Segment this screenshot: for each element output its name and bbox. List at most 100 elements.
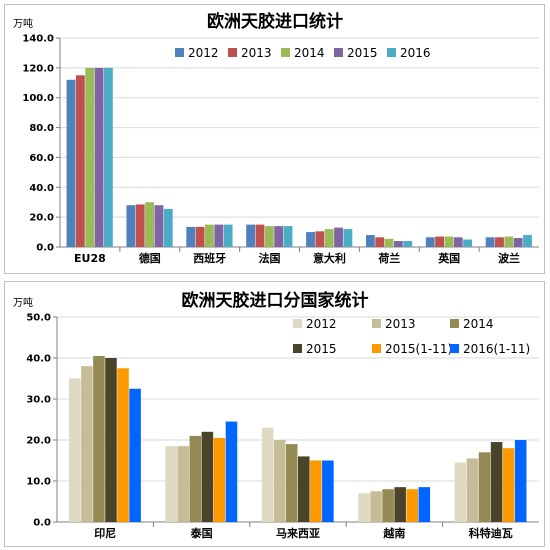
bar-2012-英国 [425,237,435,247]
bar-2012-泰国 [165,446,177,522]
bar-2013-西班牙 [195,226,205,247]
y-tick-label: 10.0 [26,477,51,488]
y-tick-label: 40.0 [29,183,54,194]
bar-2013-科特迪瓦 [466,458,479,522]
x-category-label: 英国 [437,251,460,265]
bar-2016(1-11)-越南 [418,487,431,522]
bar-2012-荷兰 [365,235,375,247]
bar-2014-EU28 [85,67,95,247]
chart-title: 欧洲天胶进口统计 [207,11,343,32]
bar-2014-荷兰 [384,238,394,247]
bar-2013-越南 [370,491,382,522]
bar-2014-德国 [145,202,154,247]
bar-2015(1-11)-马来西亚 [310,460,322,522]
bar-2015-德国 [154,205,164,247]
bar-2012-西班牙 [186,226,196,247]
bar-2016-荷兰 [403,241,413,247]
chart-1: 欧洲天胶进口统计 万吨 0.0 20.0 40.0 60.0 80.0 100.0 120.0 1… [13,11,539,265]
legend-swatch-2012 [175,48,184,57]
bar-2016-英国 [463,239,473,247]
bar-2013-EU28 [75,75,85,247]
bar-2012-越南 [358,493,370,522]
x-category-label: 波兰 [498,251,520,265]
legend-swatch-2015 [293,344,302,353]
bar-2012-印尼 [69,378,81,522]
bar-2016(1-11)-马来西亚 [322,460,334,522]
bar-2014-马来西亚 [285,444,298,522]
legend-swatch-2014 [450,319,459,328]
bar-2012-德国 [126,205,136,247]
y-tick-label: 30.0 [26,395,51,406]
bar-2012-EU28 [66,79,76,247]
legend-label: 2014 [294,46,325,60]
bar-2015-荷兰 [393,241,403,247]
bar-2012-法国 [246,224,256,247]
y-tick-label: 0.0 [36,243,54,254]
bar-2015-波兰 [513,238,523,247]
bar-2015-越南 [394,487,406,522]
bar-2013-法国 [255,224,265,247]
x-category-label: 印尼 [94,527,116,540]
legend-swatch-2014 [281,48,290,57]
y-tick-label: 50.0 [26,313,51,324]
bar-2016-波兰 [523,235,532,247]
bar-2014-泰国 [189,435,202,522]
bar-2014-西班牙 [205,224,214,247]
bar-2015-印尼 [105,358,117,522]
bar-2016-西班牙 [223,224,233,247]
y-tick-label: 60.0 [29,153,54,164]
chart-2: 欧洲天胶进口分国家统计 万吨 0.0 10.0 20.0 30.0 40.0 50.0 印尼 泰国… [13,290,539,540]
bar-2016(1-11)-泰国 [225,421,238,522]
bar-2016-德国 [163,208,173,247]
bar-2015-英国 [453,237,463,247]
x-category-label: 西班牙 [193,251,226,265]
bar-2016-EU28 [103,67,113,247]
bar-2015-科特迪瓦 [490,442,503,522]
bar-2013-印尼 [81,366,93,522]
bar-2014-法国 [264,226,274,247]
legend-label: 2015(1-11) [385,342,452,356]
legend-swatch-2015 [334,48,343,57]
bar-2014-英国 [444,236,454,247]
y-tick-label: 0.0 [33,518,51,529]
y-tick-label: 80.0 [29,123,54,134]
bar-2014-波兰 [504,236,514,247]
y-tick-label: 140.0 [22,34,54,45]
legend-label: 2015 [306,342,337,356]
legend-label: 2012 [188,46,219,60]
legend-label: 2016(1-11) [463,342,530,356]
chart-title: 欧洲天胶进口分国家统计 [182,290,369,311]
x-category-label: 越南 [382,526,405,540]
legend-swatch-2013 [372,319,381,328]
y-tick-label: 100.0 [22,93,54,104]
chart-2-panel: 欧洲天胶进口分国家统计 万吨 0.0 10.0 20.0 30.0 40.0 50.0 印尼 泰国… [4,281,545,547]
x-category-label: 泰国 [190,526,213,540]
x-category-label: 法国 [259,251,281,265]
y-tick-label: 20.0 [26,436,51,447]
bar-2015-EU28 [94,67,104,247]
bar-2015-马来西亚 [298,456,310,522]
legend-swatch-2012 [293,319,302,328]
bar-2013-泰国 [177,446,190,522]
bar-2012-意大利 [306,232,315,247]
x-category-label: 科特迪瓦 [469,526,513,540]
bar-2015(1-11)-印尼 [117,368,129,522]
legend-label: 2012 [306,317,337,331]
x-category-label: 意大利 [313,251,346,265]
x-category-label: 荷兰 [377,251,400,265]
legend-label: 2013 [241,46,272,60]
bar-2012-马来西亚 [261,427,274,522]
bar-2014-印尼 [93,355,105,522]
legend-label: 2015 [347,46,378,60]
bar-2015-泰国 [201,431,214,522]
bar-2016-意大利 [343,229,353,247]
bar-2015-法国 [274,226,284,247]
bar-2015(1-11)-泰国 [213,437,226,522]
bar-2013-马来西亚 [273,440,286,522]
y-tick-label: 120.0 [22,63,54,74]
chart-1-panel: 欧洲天胶进口统计 万吨 0.0 20.0 40.0 60.0 80.0 100.0 120.0 1… [4,4,545,274]
bar-2014-科特迪瓦 [478,452,491,522]
y-tick-label: 20.0 [29,213,54,224]
legend-label: 2013 [385,317,416,331]
bar-2013-荷兰 [375,237,385,247]
